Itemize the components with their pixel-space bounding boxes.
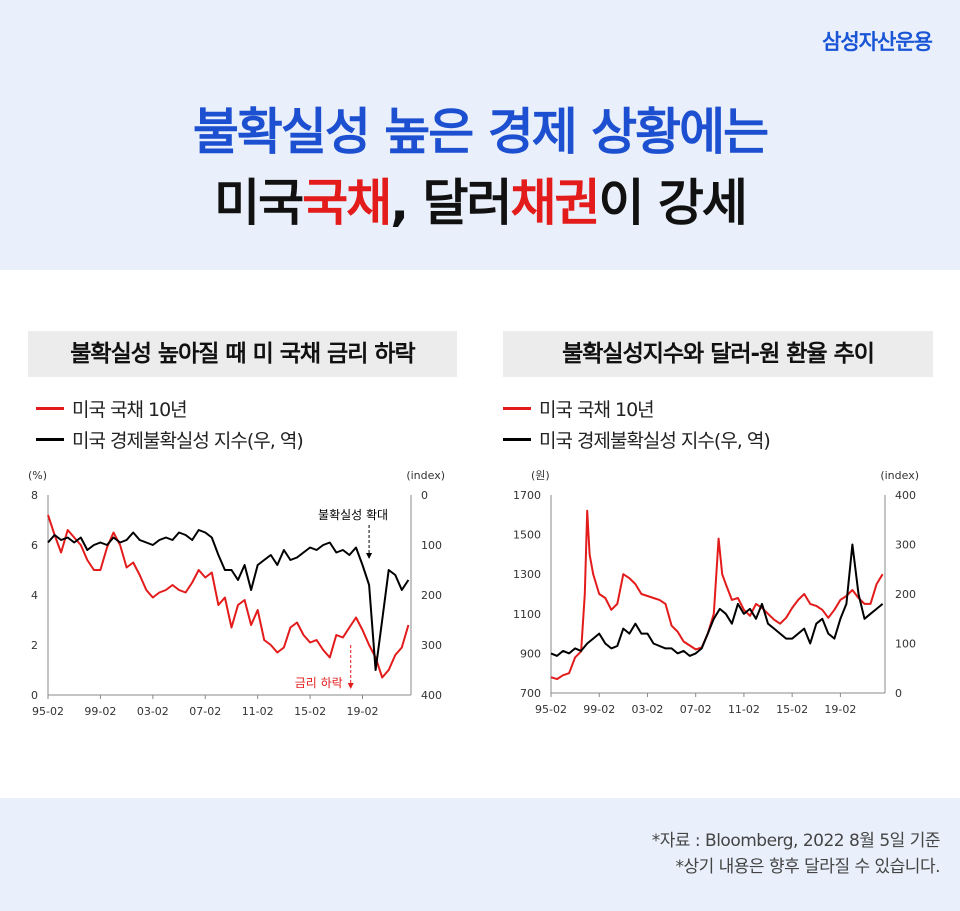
right-axis-unit: (index) (880, 469, 919, 482)
right-tick-label: 400 (421, 689, 442, 702)
annotation-uncertainty: 불확실성 확대 (318, 508, 388, 522)
headline-highlight: 채권 (510, 174, 600, 232)
disclaimer-note: *상기 내용은 향후 달라질 수 있습니다. (675, 857, 940, 877)
black-line-swatch (503, 438, 531, 441)
footer-banner (0, 798, 960, 911)
headline-highlight: 국채 (302, 174, 392, 232)
right-panel-title: 불확실성지수와 달러-원 환율 추이 (503, 331, 933, 377)
red-series-line (47, 514, 410, 679)
header-banner: 삼성자산운용 불확실성 높은 경제 상황에는 미국국채, 달러채권이 강세 (0, 0, 960, 270)
red-series-line (550, 509, 884, 681)
left-tick-label: 1100 (513, 608, 541, 621)
black-line-swatch (36, 438, 64, 441)
right-legend-red: 미국 국채 10년 (503, 395, 655, 422)
arrow-head (366, 553, 373, 559)
right-tick-label: 200 (895, 588, 916, 601)
x-tick-label: 03-02 (137, 705, 169, 718)
right-tick-label: 200 (421, 589, 442, 602)
headline-part: 이 강세 (598, 174, 747, 232)
black-series-line (550, 543, 884, 657)
left-legend-red: 미국 국채 10년 (36, 395, 188, 422)
red-line-swatch (36, 407, 64, 410)
left-tick-label: 0 (31, 689, 38, 702)
right-tick-label: 0 (421, 489, 428, 502)
x-tick-label: 95-02 (535, 703, 567, 716)
x-tick-label: 07-02 (189, 705, 221, 718)
right-tick-label: 100 (895, 638, 916, 651)
x-tick-label: 11-02 (728, 703, 760, 716)
right-tick-label: 300 (421, 639, 442, 652)
legend-label: 미국 국채 10년 (72, 399, 188, 421)
x-tick-label: 95-02 (32, 705, 64, 718)
right-tick-label: 400 (895, 489, 916, 502)
left-tick-label: 8 (31, 489, 38, 502)
x-tick-label: 03-02 (631, 703, 663, 716)
x-tick-label: 15-02 (776, 703, 808, 716)
x-tick-label: 99-02 (84, 705, 116, 718)
left-tick-label: 2 (31, 639, 38, 652)
black-series-line (47, 529, 410, 671)
right-legend-black: 미국 경제불확실성 지수(우, 역) (503, 426, 771, 453)
left-tick-label: 700 (520, 687, 541, 700)
left-axis-unit: (원) (531, 469, 550, 482)
legend-label: 미국 경제불확실성 지수(우, 역) (72, 430, 304, 452)
left-axis-unit: (%) (28, 469, 47, 482)
right-chart: (원) (index) 1700 1500 1300 1100 900 700 400 300 20… (513, 469, 919, 716)
x-tick-label: 19-02 (824, 703, 856, 716)
left-tick-label: 1700 (513, 489, 541, 502)
annotation-rate-drop: 금리 하락 (295, 676, 343, 690)
left-legend-black: 미국 경제불확실성 지수(우, 역) (36, 426, 304, 453)
left-tick-label: 6 (31, 539, 38, 552)
x-tick-label: 19-02 (347, 705, 379, 718)
left-tick-label: 4 (31, 589, 38, 602)
headline-part: 미국 (214, 174, 304, 232)
headline-part: , 달러 (390, 174, 512, 232)
left-panel-title: 불확실성 높아질 때 미 국채 금리 하락 (28, 331, 457, 377)
right-tick-label: 300 (895, 539, 916, 552)
headline-line-1: 불확실성 높은 경제 상황에는 (192, 103, 769, 161)
brand-logo-text: 삼성자산운용 (822, 30, 933, 54)
legend-label: 미국 국채 10년 (539, 399, 655, 421)
right-axis-unit: (index) (406, 469, 445, 482)
x-tick-label: 11-02 (242, 705, 274, 718)
right-tick-label: 0 (895, 687, 902, 700)
left-tick-label: 1500 (513, 529, 541, 542)
left-tick-label: 1300 (513, 568, 541, 581)
arrow-head (347, 683, 354, 689)
red-line-swatch (503, 407, 531, 410)
x-tick-label: 99-02 (583, 703, 615, 716)
x-tick-label: 07-02 (680, 703, 712, 716)
x-tick-label: 15-02 (294, 705, 326, 718)
source-note: *자료 : Bloomberg, 2022 8월 5일 기준 (651, 831, 941, 851)
legend-label: 미국 경제불확실성 지수(우, 역) (539, 430, 771, 452)
right-tick-label: 100 (421, 539, 442, 552)
left-tick-label: 900 (520, 647, 541, 660)
headline-line-2: 미국국채, 달러채권이 강세 (0, 163, 960, 235)
